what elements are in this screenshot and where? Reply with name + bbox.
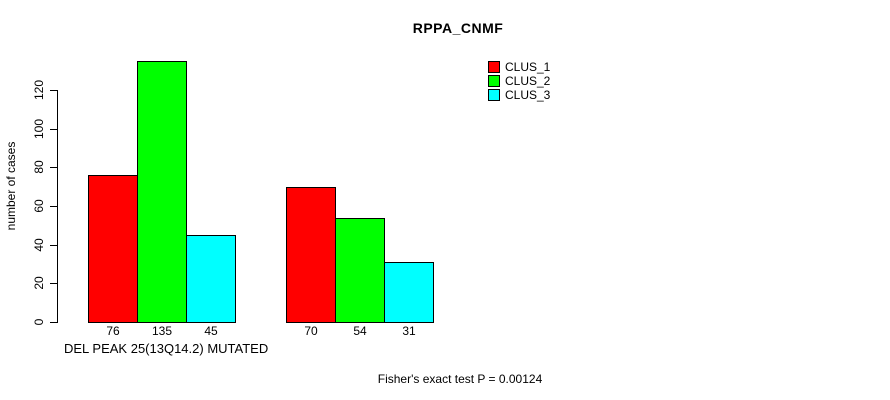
bar-clus_2-group1 [137, 61, 187, 323]
bar-clus_1-group2 [286, 187, 336, 323]
legend-item-clus_3: CLUS_3 [488, 88, 550, 102]
y-tick-label: 80 [32, 160, 46, 174]
y-tick-label: 20 [32, 276, 46, 290]
legend-item-clus_2: CLUS_2 [488, 74, 550, 88]
y-tick [50, 283, 57, 284]
fisher-test-note: Fisher's exact test P = 0.00124 [377, 372, 543, 386]
y-axis-line [57, 90, 58, 323]
y-tick [50, 90, 57, 91]
y-tick-label: 100 [32, 118, 46, 140]
y-tick-label: 0 [32, 318, 46, 326]
chart-title: RPPA_CNMF [412, 20, 504, 36]
y-tick [50, 167, 57, 168]
legend: CLUS_1 CLUS_2 CLUS_3 [488, 60, 550, 102]
bar-clus_3-group1 [186, 235, 236, 323]
bar-value-label: 45 [204, 324, 218, 338]
legend-label: CLUS_2 [505, 74, 551, 88]
y-tick-label: 40 [32, 238, 46, 252]
bar-clus_1-group1 [88, 175, 138, 323]
bar-value-label: 54 [353, 324, 367, 338]
bar-value-label: 31 [402, 324, 416, 338]
x-axis-label: DEL PEAK 25(13Q14.2) MUTATED [64, 341, 269, 356]
bar-clus_3-group2 [384, 262, 434, 323]
y-tick-label: 120 [32, 79, 46, 101]
bar-value-label: 70 [304, 324, 318, 338]
legend-swatch-clus_1 [488, 61, 500, 73]
y-axis-label: number of cases [4, 141, 18, 231]
legend-swatch-clus_3 [488, 89, 500, 101]
bar-value-label: 76 [106, 324, 120, 338]
bar-value-label: 135 [151, 324, 173, 338]
bar-clus_2-group2 [335, 218, 385, 323]
y-tick [50, 322, 57, 323]
y-tick [50, 206, 57, 207]
y-tick [50, 129, 57, 130]
legend-item-clus_1: CLUS_1 [488, 60, 550, 74]
y-tick-label: 60 [32, 199, 46, 213]
y-tick [50, 245, 57, 246]
legend-label: CLUS_1 [505, 60, 551, 74]
legend-label: CLUS_3 [505, 88, 551, 102]
legend-swatch-clus_2 [488, 75, 500, 87]
